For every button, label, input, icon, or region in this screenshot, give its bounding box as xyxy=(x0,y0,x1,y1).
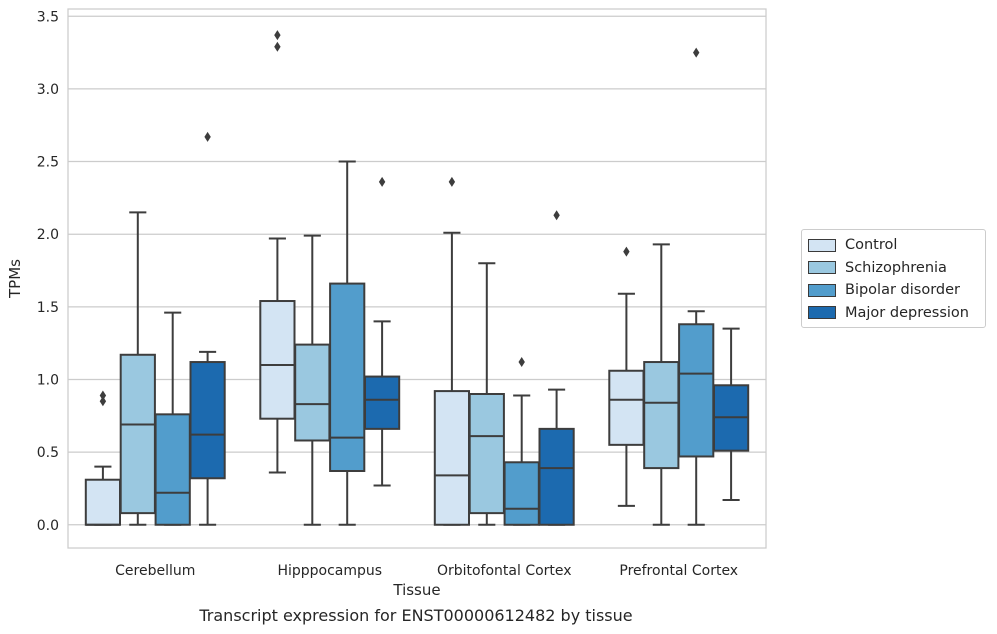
legend-label: Schizophrenia xyxy=(845,259,947,276)
legend-swatch xyxy=(808,261,836,275)
box-iqr xyxy=(468,393,505,515)
y-tick-label: 3.0 xyxy=(37,82,59,98)
plot-frame xyxy=(67,8,767,549)
box-iqr xyxy=(643,361,680,470)
y-tick-label: 2.0 xyxy=(37,227,59,243)
box-iqr xyxy=(608,369,645,446)
box-bipolar-disorder xyxy=(329,160,366,526)
legend-label: Control xyxy=(845,237,898,254)
outlier-point xyxy=(204,131,211,142)
legend-item: Schizophrenia xyxy=(808,257,979,280)
box-bipolar-disorder xyxy=(503,357,540,526)
y-tick-label: 3.5 xyxy=(37,9,59,25)
box-iqr xyxy=(503,461,540,526)
x-axis-ticks: Cerebellum Hipppocampus Orbitofontal Corte… xyxy=(115,563,738,579)
box-schizophrenia xyxy=(294,234,331,526)
legend-label: Major depression xyxy=(845,304,969,321)
box-schizophrenia xyxy=(643,243,680,526)
outlier-point xyxy=(623,246,630,257)
box-control xyxy=(608,246,645,507)
box-iqr xyxy=(678,323,715,458)
outlier-point xyxy=(274,30,281,41)
box-schizophrenia xyxy=(119,211,156,526)
box-control xyxy=(433,176,471,526)
boxes xyxy=(84,30,750,526)
box-iqr xyxy=(119,353,156,515)
box-schizophrenia xyxy=(468,262,505,526)
box-bipolar-disorder xyxy=(154,311,191,526)
box-major-depression xyxy=(363,176,401,487)
box-iqr xyxy=(259,300,296,420)
box-iqr xyxy=(363,375,401,430)
legend-swatch xyxy=(808,283,836,297)
box-iqr xyxy=(538,427,575,526)
outlier-point xyxy=(518,357,525,368)
outlier-point xyxy=(378,176,386,187)
y-axis-label: TPMs xyxy=(6,259,24,299)
y-axis-ticks: 0.0 0.5 1.0 1.5 2.0 2.5 3.0 3.5 xyxy=(37,9,59,533)
legend-label: Bipolar disorder xyxy=(845,282,960,299)
x-tick-label: Prefrontal Cortex xyxy=(619,563,738,579)
chart-title: Transcript expression for ENST0000061248… xyxy=(199,606,633,625)
legend-item: Bipolar disorder xyxy=(808,279,979,302)
box-iqr xyxy=(154,413,191,526)
x-tick-label: Hipppocampus xyxy=(277,563,382,579)
y-tick-label: 0.5 xyxy=(37,445,59,461)
box-iqr xyxy=(329,282,366,472)
box-major-depression xyxy=(712,327,750,502)
y-tick-label: 0.0 xyxy=(37,518,59,534)
box-control xyxy=(84,390,122,526)
legend-item: Control xyxy=(808,234,979,257)
legend-swatch xyxy=(808,238,836,252)
legend-item: Major depression xyxy=(808,302,979,325)
box-iqr xyxy=(294,343,331,442)
y-tick-label: 1.0 xyxy=(37,372,59,388)
y-tick-label: 1.5 xyxy=(37,300,59,316)
x-axis-label: Tissue xyxy=(392,581,440,599)
legend: Control Schizophrenia Bipolar disorder Majo… xyxy=(801,229,986,328)
outlier-point xyxy=(693,47,700,58)
box-iqr xyxy=(84,478,122,526)
legend-swatch xyxy=(808,306,836,320)
box-iqr xyxy=(189,361,226,480)
box-bipolar-disorder xyxy=(678,47,715,526)
box-iqr xyxy=(433,390,471,526)
box-control xyxy=(259,30,296,474)
outlier-point xyxy=(553,210,560,221)
x-tick-label: Cerebellum xyxy=(115,563,195,579)
outlier-point xyxy=(99,396,107,407)
outlier-point xyxy=(448,176,456,187)
box-major-depression xyxy=(189,131,226,526)
outlier-point xyxy=(99,390,107,401)
y-tick-label: 2.5 xyxy=(37,155,59,171)
x-tick-label: Orbitofontal Cortex xyxy=(437,563,572,579)
box-major-depression xyxy=(538,210,575,526)
outlier-point xyxy=(274,41,281,52)
